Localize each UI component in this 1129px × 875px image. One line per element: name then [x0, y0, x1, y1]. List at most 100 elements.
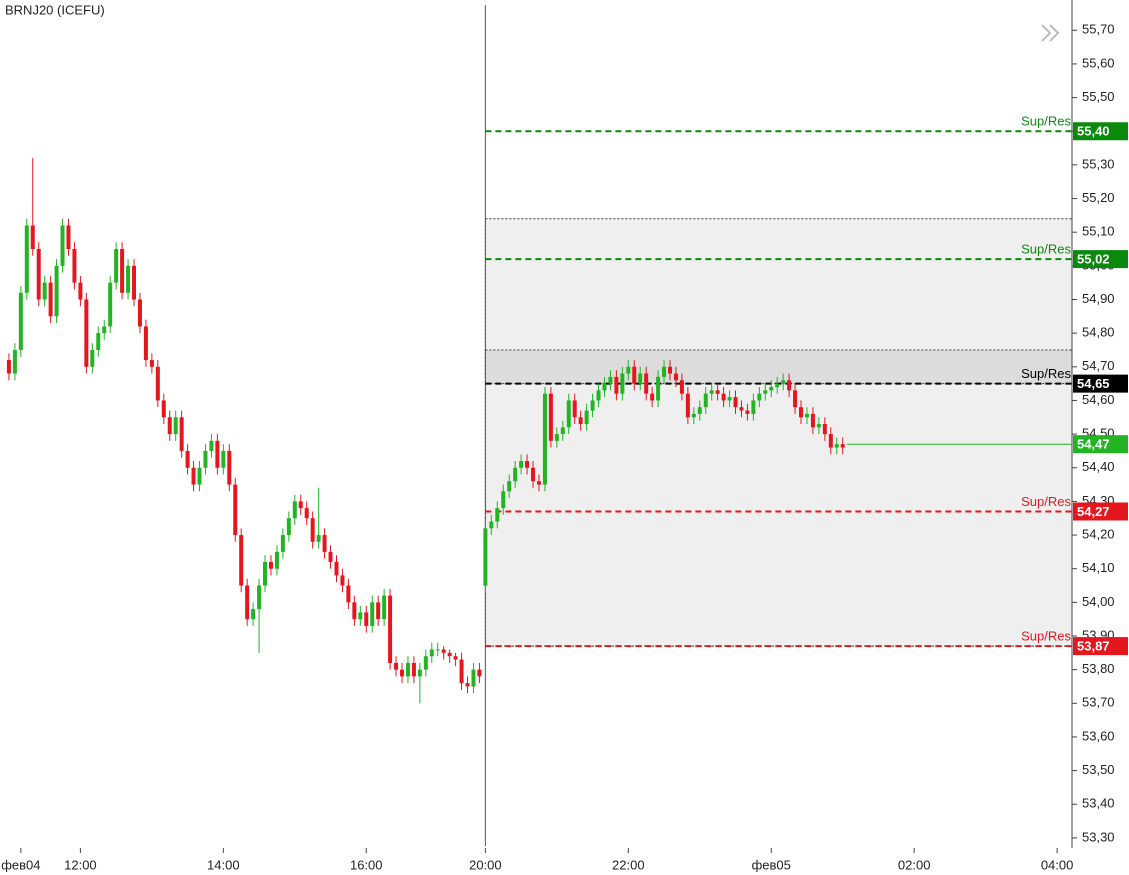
- price-tag-label: 54,65: [1077, 376, 1110, 391]
- price-tag-label: 54,47: [1077, 437, 1110, 452]
- level-name: Sup/Res: [1021, 366, 1071, 381]
- candle-body: [388, 595, 393, 663]
- candle-body: [24, 225, 29, 293]
- candle-body: [757, 393, 762, 401]
- price-tag-label: 55,40: [1077, 124, 1110, 139]
- candle-body: [167, 417, 172, 435]
- candle-body: [6, 360, 11, 374]
- candle-body: [149, 360, 154, 367]
- y-tick-label: 55,50: [1082, 89, 1115, 104]
- candle-body: [155, 366, 160, 401]
- candle-body: [525, 461, 530, 468]
- candle-body: [292, 501, 297, 519]
- candle-body: [471, 669, 476, 687]
- candle-body: [358, 612, 363, 620]
- candle-body: [441, 649, 446, 653]
- candle-body: [513, 467, 518, 482]
- candle-body: [668, 366, 672, 374]
- y-tick-label: 55,70: [1082, 22, 1115, 37]
- y-tick-label: 53,60: [1082, 728, 1115, 743]
- candle-body: [810, 413, 815, 428]
- candle-body: [370, 602, 375, 626]
- candle-body: [352, 602, 357, 620]
- candle-body: [620, 373, 625, 394]
- candle-body: [763, 390, 768, 394]
- candle-body: [775, 383, 780, 387]
- candle-body: [251, 609, 256, 620]
- candle-body: [316, 535, 321, 542]
- level-name: Sup/Res: [1021, 114, 1071, 129]
- candle-body: [120, 249, 125, 293]
- candle-body: [334, 561, 339, 576]
- candle-body: [411, 662, 416, 677]
- candle-body: [346, 585, 351, 603]
- y-tick-label: 54,90: [1082, 291, 1115, 306]
- x-tick-label: 14:00: [207, 857, 240, 872]
- candle-body: [608, 376, 613, 384]
- candle-body: [245, 585, 250, 620]
- candle-body: [703, 393, 708, 408]
- candle-body: [638, 373, 643, 384]
- candle-body: [834, 444, 839, 448]
- candle-body: [382, 595, 387, 620]
- x-tick-label: 02:00: [898, 857, 931, 872]
- candle-body: [572, 400, 577, 418]
- candle-body: [400, 669, 404, 677]
- candle-body: [90, 349, 95, 367]
- candle-body: [519, 461, 524, 468]
- candle-body: [364, 612, 369, 626]
- y-tick-label: 54,20: [1082, 526, 1115, 541]
- candle-body: [447, 652, 452, 657]
- price-tag: [1073, 502, 1128, 521]
- y-tick-label: 55,60: [1082, 55, 1115, 70]
- candle-body: [36, 249, 41, 300]
- y-tick-label: 55,10: [1082, 224, 1115, 239]
- y-tick-label: 53,70: [1082, 695, 1115, 710]
- expand-icon[interactable]: [1041, 24, 1060, 42]
- y-tick-label: 54,70: [1082, 358, 1115, 373]
- candle-body: [185, 450, 190, 468]
- candle-body: [501, 491, 506, 509]
- x-tick-label: 22:00: [612, 857, 645, 872]
- candle-body: [673, 373, 678, 381]
- candle-body: [793, 390, 798, 408]
- chevron: [1049, 24, 1060, 42]
- candle-body: [465, 683, 470, 687]
- y-tick-label: 55,30: [1082, 156, 1115, 171]
- candle-body: [560, 427, 565, 435]
- candle-body: [626, 366, 631, 374]
- y-tick-label: 54,40: [1082, 459, 1115, 474]
- candle-body: [507, 481, 512, 492]
- level-name: Sup/Res: [1021, 629, 1071, 644]
- candle-body: [310, 518, 315, 542]
- candle-body: [298, 501, 303, 509]
- candle-body: [435, 649, 440, 651]
- candle-body: [697, 407, 702, 414]
- chevron: [1041, 24, 1052, 42]
- candle-body: [96, 333, 101, 350]
- x-tick-label: фев04: [1, 857, 40, 872]
- candle-body: [48, 282, 53, 317]
- price-tag: [1073, 637, 1128, 656]
- candle-body: [781, 380, 786, 384]
- y-tick-label: 53,80: [1082, 661, 1115, 676]
- y-tick-label: 54,00: [1082, 594, 1115, 609]
- candle-body: [727, 397, 732, 401]
- candle-body: [739, 407, 744, 411]
- candle-body: [709, 390, 714, 394]
- candle-body: [429, 649, 434, 657]
- candle-body: [126, 265, 131, 293]
- zone: [484, 218, 1073, 647]
- candle-body: [656, 376, 661, 401]
- price-tag: [1073, 435, 1128, 454]
- price-tag-label: 55,02: [1077, 252, 1110, 267]
- candle-body: [268, 561, 273, 569]
- candle-body: [733, 397, 738, 408]
- candle-body: [799, 407, 804, 418]
- candle-body: [394, 662, 399, 670]
- candle-body: [650, 393, 655, 401]
- candle-body: [787, 380, 792, 391]
- level-name: Sup/Res: [1021, 242, 1071, 257]
- x-tick-label: фев05: [752, 857, 791, 872]
- x-tick-label: 12:00: [64, 857, 97, 872]
